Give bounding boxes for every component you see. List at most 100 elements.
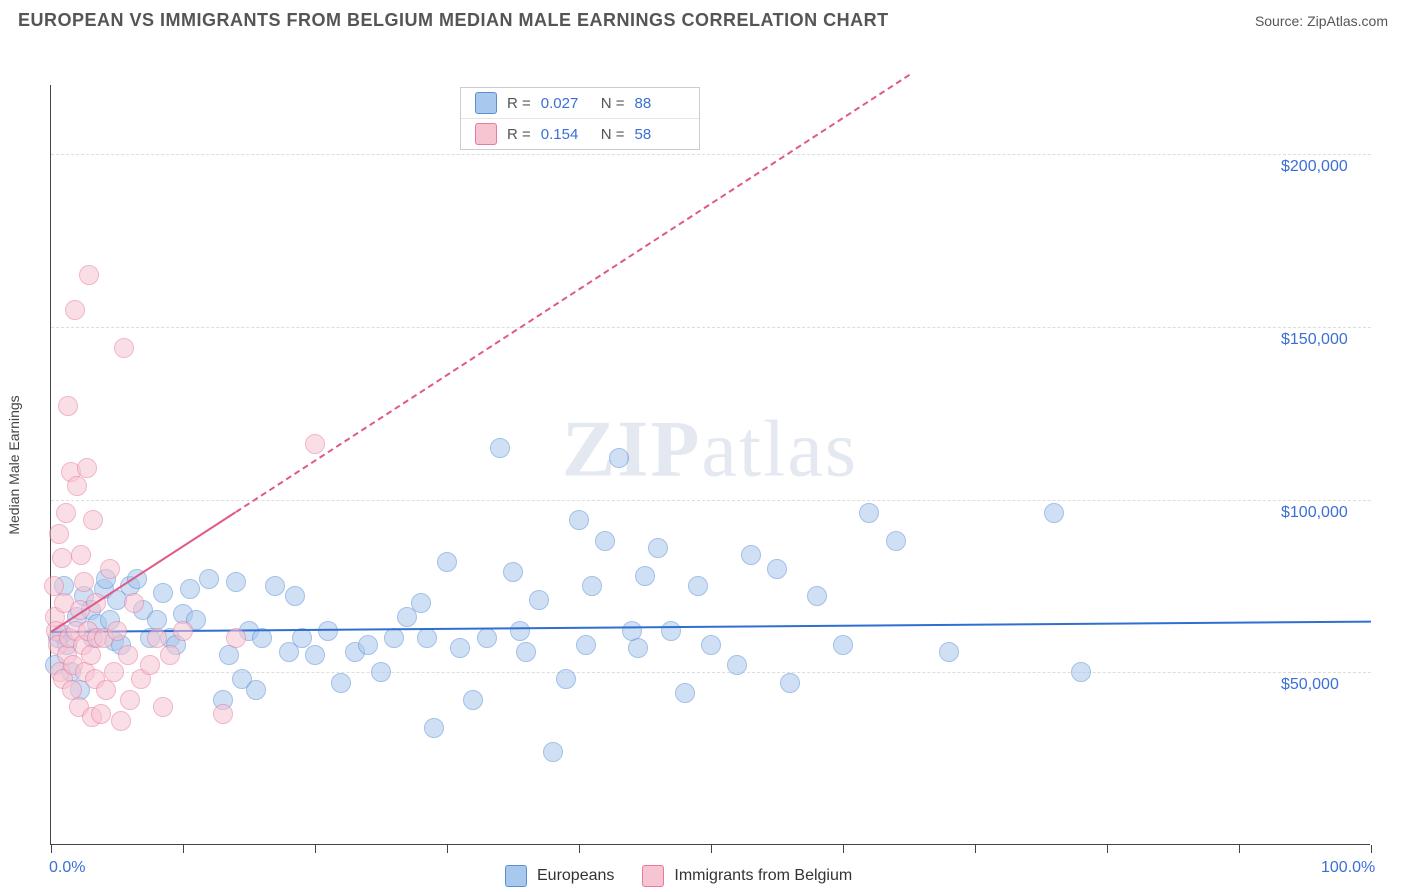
scatter-point-belgium	[173, 621, 193, 641]
legend-swatch	[642, 865, 664, 887]
gridline	[51, 327, 1371, 328]
scatter-point-belgium	[140, 655, 160, 675]
legend-swatch	[505, 865, 527, 887]
legend-top: R = 0.027 N = 88R = 0.154 N = 58	[460, 87, 700, 150]
legend-n-value: 88	[635, 95, 685, 112]
scatter-point-belgium	[120, 690, 140, 710]
legend-n-value: 58	[635, 126, 685, 143]
legend-n-label: N =	[601, 95, 625, 112]
scatter-point-europeans	[510, 621, 530, 641]
legend-top-row: R = 0.027 N = 88	[461, 88, 699, 118]
scatter-point-europeans	[688, 576, 708, 596]
scatter-point-belgium	[124, 593, 144, 613]
source-label: Source:	[1255, 13, 1307, 29]
scatter-point-europeans	[503, 562, 523, 582]
scatter-point-europeans	[180, 579, 200, 599]
scatter-point-europeans	[477, 628, 497, 648]
scatter-point-europeans	[463, 690, 483, 710]
scatter-point-belgium	[213, 704, 233, 724]
scatter-point-europeans	[543, 742, 563, 762]
x-tick	[711, 845, 712, 853]
legend-swatch	[475, 92, 497, 114]
scatter-point-belgium	[74, 572, 94, 592]
scatter-point-europeans	[219, 645, 239, 665]
scatter-point-belgium	[91, 704, 111, 724]
x-tick	[843, 845, 844, 853]
scatter-point-europeans	[628, 638, 648, 658]
scatter-point-europeans	[833, 635, 853, 655]
legend-bottom: EuropeansImmigrants from Belgium	[505, 865, 870, 887]
chart-container: $50,000$100,000$150,000$200,0000.0%100.0…	[0, 37, 1406, 887]
gridline	[51, 500, 1371, 501]
x-tick	[51, 845, 52, 853]
x-tick	[1107, 845, 1108, 853]
scatter-point-belgium	[71, 545, 91, 565]
scatter-point-europeans	[529, 590, 549, 610]
legend-r-value: 0.154	[541, 126, 591, 143]
x-tick-label: 100.0%	[1321, 859, 1375, 877]
scatter-point-europeans	[265, 576, 285, 596]
scatter-point-europeans	[226, 572, 246, 592]
scatter-point-europeans	[1071, 662, 1091, 682]
x-tick	[975, 845, 976, 853]
scatter-point-belgium	[67, 476, 87, 496]
scatter-point-belgium	[81, 645, 101, 665]
legend-r-label: R =	[507, 95, 531, 112]
source-attribution: Source: ZipAtlas.com	[1255, 13, 1388, 29]
scatter-point-belgium	[83, 510, 103, 530]
scatter-point-europeans	[767, 559, 787, 579]
legend-r-value: 0.027	[541, 95, 591, 112]
scatter-point-belgium	[226, 628, 246, 648]
y-tick-label: $50,000	[1281, 676, 1339, 694]
scatter-point-europeans	[569, 510, 589, 530]
gridline	[51, 154, 1371, 155]
scatter-point-europeans	[648, 538, 668, 558]
scatter-point-europeans	[305, 645, 325, 665]
x-tick	[447, 845, 448, 853]
scatter-point-belgium	[305, 434, 325, 454]
y-tick-label: $200,000	[1281, 158, 1348, 176]
scatter-point-europeans	[780, 673, 800, 693]
scatter-point-europeans	[1044, 503, 1064, 523]
x-tick	[1239, 845, 1240, 853]
scatter-point-europeans	[437, 552, 457, 572]
legend-series-label: Europeans	[537, 867, 614, 885]
legend-n-label: N =	[601, 126, 625, 143]
chart-title: EUROPEAN VS IMMIGRANTS FROM BELGIUM MEDI…	[18, 10, 889, 31]
scatter-point-europeans	[246, 680, 266, 700]
chart-header: EUROPEAN VS IMMIGRANTS FROM BELGIUM MEDI…	[0, 0, 1406, 37]
scatter-point-belgium	[52, 548, 72, 568]
scatter-point-belgium	[79, 265, 99, 285]
scatter-point-europeans	[411, 593, 431, 613]
scatter-point-europeans	[886, 531, 906, 551]
scatter-point-belgium	[100, 559, 120, 579]
y-axis-label: Median Male Earnings	[6, 395, 22, 534]
scatter-point-europeans	[675, 683, 695, 703]
scatter-point-europeans	[727, 655, 747, 675]
scatter-point-belgium	[77, 458, 97, 478]
x-tick-label: 0.0%	[49, 859, 85, 877]
scatter-point-europeans	[384, 628, 404, 648]
scatter-point-europeans	[939, 642, 959, 662]
scatter-point-belgium	[49, 524, 69, 544]
scatter-point-belgium	[153, 697, 173, 717]
scatter-point-europeans	[859, 503, 879, 523]
scatter-point-europeans	[285, 586, 305, 606]
scatter-point-europeans	[701, 635, 721, 655]
scatter-point-belgium	[58, 396, 78, 416]
scatter-point-europeans	[741, 545, 761, 565]
scatter-point-europeans	[595, 531, 615, 551]
scatter-point-europeans	[371, 662, 391, 682]
scatter-point-belgium	[160, 645, 180, 665]
x-tick	[315, 845, 316, 853]
scatter-point-europeans	[450, 638, 470, 658]
scatter-point-belgium	[107, 621, 127, 641]
scatter-point-belgium	[118, 645, 138, 665]
scatter-point-europeans	[661, 621, 681, 641]
x-tick	[183, 845, 184, 853]
scatter-point-belgium	[104, 662, 124, 682]
scatter-point-europeans	[807, 586, 827, 606]
y-tick-label: $150,000	[1281, 331, 1348, 349]
scatter-point-belgium	[147, 628, 167, 648]
scatter-point-belgium	[65, 300, 85, 320]
